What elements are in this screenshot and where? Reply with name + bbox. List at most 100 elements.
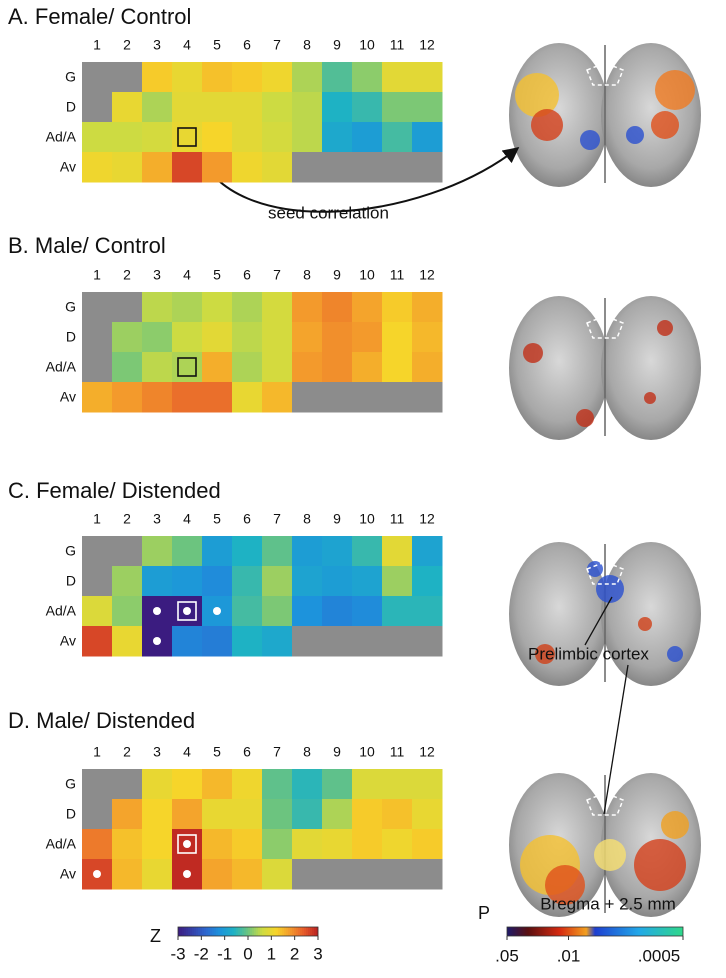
empty-cell bbox=[82, 566, 113, 597]
empty-cell bbox=[82, 62, 113, 93]
cell bbox=[82, 122, 113, 153]
colorbar-tick-label: 3 bbox=[313, 944, 322, 963]
x-tick-label: 3 bbox=[153, 267, 161, 283]
cell bbox=[412, 122, 443, 153]
colorbar-swatch bbox=[234, 927, 237, 936]
cell bbox=[172, 92, 203, 123]
cell bbox=[262, 152, 293, 183]
x-tick-label: 1 bbox=[93, 511, 101, 527]
activation bbox=[644, 392, 656, 404]
cell bbox=[172, 536, 203, 567]
x-tick-label: 1 bbox=[93, 267, 101, 283]
cell bbox=[322, 536, 353, 567]
y-tick-label: Av bbox=[60, 633, 76, 649]
cell bbox=[352, 352, 383, 383]
cell bbox=[262, 799, 293, 830]
cell bbox=[82, 596, 113, 627]
x-tick-label: 3 bbox=[153, 37, 161, 53]
empty-cell bbox=[412, 382, 443, 413]
x-tick-label: 4 bbox=[183, 511, 191, 527]
cell bbox=[172, 626, 203, 657]
cell bbox=[202, 536, 233, 567]
cell bbox=[262, 566, 293, 597]
seed-box bbox=[177, 834, 197, 854]
x-tick-label: 2 bbox=[123, 744, 131, 760]
cell bbox=[412, 536, 443, 567]
activation bbox=[535, 644, 555, 664]
cell bbox=[322, 62, 353, 93]
cell bbox=[322, 292, 353, 323]
colorbar-swatch bbox=[236, 927, 239, 936]
colorbar-swatch bbox=[276, 927, 279, 936]
x-tick-label: 9 bbox=[333, 37, 341, 53]
cell bbox=[232, 152, 263, 183]
x-tick-label: 10 bbox=[359, 267, 375, 283]
y-tick-label: Ad/A bbox=[46, 359, 77, 375]
cell bbox=[322, 769, 353, 800]
colorbar-swatch bbox=[256, 927, 259, 936]
cell bbox=[232, 799, 263, 830]
colorbar-swatch bbox=[238, 927, 241, 936]
seed-box bbox=[177, 127, 197, 147]
colorbar-swatch bbox=[312, 927, 315, 936]
cell bbox=[112, 829, 143, 860]
cell bbox=[142, 92, 173, 123]
cell bbox=[142, 799, 173, 830]
cell bbox=[412, 352, 443, 383]
cell bbox=[382, 292, 413, 323]
cell bbox=[232, 566, 263, 597]
colorbar-tick-label: 1 bbox=[267, 944, 276, 963]
cell bbox=[292, 769, 323, 800]
cell bbox=[172, 62, 203, 93]
colorbar-tick-label: -2 bbox=[194, 944, 209, 963]
cell bbox=[232, 122, 263, 153]
cell bbox=[292, 536, 323, 567]
colorbar-swatch bbox=[218, 927, 221, 936]
empty-cell bbox=[112, 536, 143, 567]
panel-title: D. Male/ Distended bbox=[8, 708, 195, 733]
y-tick-label: G bbox=[65, 69, 76, 85]
empty-cell bbox=[82, 352, 113, 383]
x-tick-label: 2 bbox=[123, 267, 131, 283]
cell bbox=[142, 859, 173, 890]
colorbar-swatch bbox=[268, 927, 271, 936]
cell bbox=[382, 352, 413, 383]
colorbar-swatch bbox=[192, 927, 195, 936]
x-tick-label: 4 bbox=[183, 744, 191, 760]
colorbar-swatch bbox=[216, 927, 219, 936]
activation bbox=[638, 617, 652, 631]
y-tick-label: Ad/A bbox=[46, 603, 77, 619]
significance-dot bbox=[183, 840, 191, 848]
cell bbox=[232, 829, 263, 860]
cell bbox=[352, 536, 383, 567]
cell bbox=[112, 626, 143, 657]
colorbar-swatch bbox=[284, 927, 287, 936]
cell bbox=[202, 92, 233, 123]
cell bbox=[112, 799, 143, 830]
empty-cell bbox=[412, 152, 443, 183]
x-tick-label: 3 bbox=[153, 511, 161, 527]
cell bbox=[142, 62, 173, 93]
activation bbox=[531, 109, 563, 141]
colorbar-swatch bbox=[282, 927, 285, 936]
cell bbox=[142, 122, 173, 153]
colorbar-swatch bbox=[270, 927, 273, 936]
y-tick-label: Av bbox=[60, 159, 76, 175]
empty-cell bbox=[382, 859, 413, 890]
seed-annotation: seed correlation bbox=[268, 203, 389, 222]
cell bbox=[112, 352, 143, 383]
colorbar-swatch bbox=[300, 927, 303, 936]
y-tick-label: Av bbox=[60, 866, 76, 882]
cell bbox=[172, 769, 203, 800]
cell bbox=[172, 566, 203, 597]
empty-cell bbox=[82, 799, 113, 830]
cell bbox=[112, 322, 143, 353]
colorbar-swatch bbox=[242, 927, 245, 936]
cell bbox=[112, 566, 143, 597]
cell bbox=[292, 596, 323, 627]
cell bbox=[142, 829, 173, 860]
activation bbox=[634, 839, 686, 891]
colorbar-label: P bbox=[478, 903, 490, 923]
cell bbox=[112, 596, 143, 627]
